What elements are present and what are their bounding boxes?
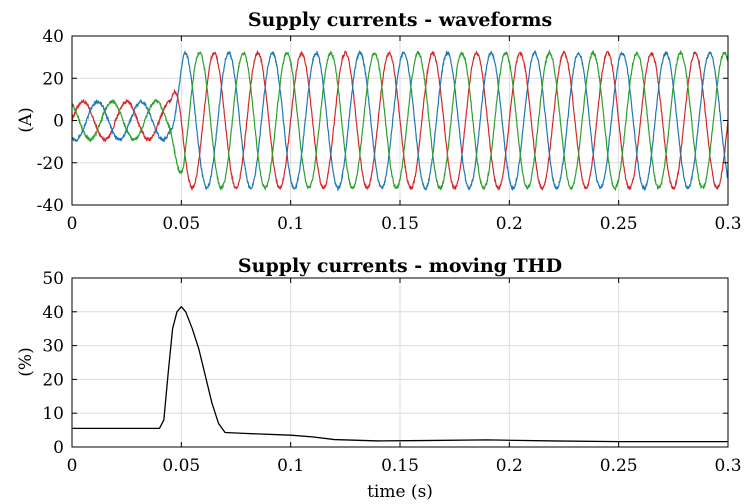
- waveforms-y-tick-label: -40: [37, 196, 64, 216]
- waveforms-x-tick-label: 0.1: [277, 214, 304, 234]
- thd-y-tick-label: 0: [53, 438, 64, 458]
- waveforms-plot: Supply currents - waveforms 0 0.05 0.1 0.15…: [16, 9, 742, 234]
- thd-x-tick-label: 0.3: [714, 456, 741, 476]
- thd-y-ticks: 0 10 20 30 40 50: [42, 269, 728, 458]
- thd-x-tick-label: 0.05: [162, 456, 200, 476]
- waveforms-x-ticks: 0 0.05 0.1 0.15 0.2 0.25 0.3: [67, 36, 742, 234]
- thd-y-tick-label: 20: [42, 370, 64, 390]
- phase-current-line-1: [72, 49, 728, 192]
- thd-plot: Supply currents - moving THD 0 0.05 0.1 0.1…: [16, 255, 742, 502]
- thd-series: [72, 306, 728, 443]
- thd-grid: [71, 277, 729, 448]
- thd-x-tick-label: 0.1: [277, 456, 304, 476]
- waveforms-title: Supply currents - waveforms: [248, 9, 552, 31]
- thd-x-tick-label: 0.2: [496, 456, 523, 476]
- waveforms-x-tick-label: 0.2: [496, 214, 523, 234]
- thd-y-tick-label: 50: [42, 269, 64, 289]
- thd-y-tick-label: 30: [42, 337, 64, 357]
- waveforms-x-tick-label: 0: [67, 214, 78, 234]
- phase-current-line-2: [72, 49, 728, 192]
- thd-x-label: time (s): [367, 482, 433, 502]
- waveforms-y-tick-label: -20: [37, 154, 64, 174]
- waveforms-y-tick-label: 0: [53, 112, 64, 132]
- waveforms-y-tick-label: 20: [42, 69, 64, 89]
- phase-current-line-3: [72, 49, 728, 192]
- waveforms-series: [72, 49, 728, 192]
- waveforms-x-tick-label: 0.05: [162, 214, 200, 234]
- thd-y-tick-label: 40: [42, 303, 64, 323]
- thd-title: Supply currents - moving THD: [238, 255, 562, 277]
- thd-line: [72, 306, 728, 443]
- waveforms-x-tick-label: 0.25: [600, 214, 638, 234]
- waveforms-y-label: (A): [16, 107, 36, 133]
- waveforms-y-tick-label: 40: [42, 27, 64, 47]
- thd-x-tick-label: 0.15: [381, 456, 419, 476]
- waveforms-x-tick-label: 0.15: [381, 214, 419, 234]
- thd-y-tick-label: 10: [42, 404, 64, 424]
- thd-x-tick-label: 0.25: [600, 456, 638, 476]
- waveforms-x-tick-label: 0.3: [714, 214, 741, 234]
- thd-y-label: (%): [16, 347, 36, 376]
- waveforms-y-ticks: -40 -20 0 20 40: [37, 27, 728, 216]
- thd-x-tick-label: 0: [67, 456, 78, 476]
- thd-x-ticks: 0 0.05 0.1 0.15 0.2 0.25 0.3: [67, 278, 742, 476]
